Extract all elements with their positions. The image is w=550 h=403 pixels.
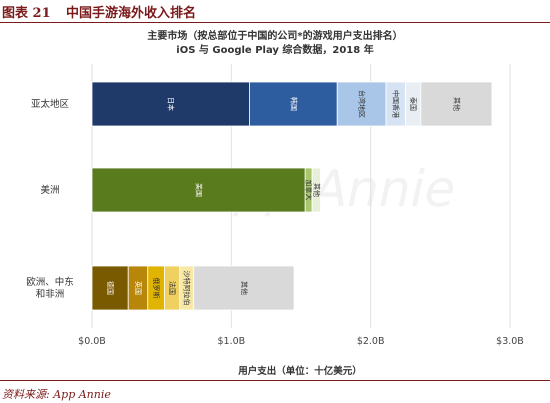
bar-segment [91, 167, 306, 213]
figure-header: 图表 21 中国手游海外收入排名 [0, 0, 550, 23]
figure-number: 图表 21 [2, 6, 51, 21]
x-tick-label: $2.0B [357, 336, 385, 347]
bar-segment [249, 81, 338, 127]
x-tick-label: $0.0B [78, 336, 106, 347]
segment-label: 其他 [312, 183, 321, 197]
bar-segment [336, 81, 387, 127]
figure-title: 中国手游海外收入排名 [66, 6, 197, 21]
chart-title: 主要市场（按总部位于中国的公司*的游戏用户支出排名） [147, 31, 403, 42]
category-label: 亚太地区 [31, 98, 70, 110]
bar-segment [193, 265, 295, 311]
segment-label: 英国 [134, 281, 143, 295]
segment-label: 台湾地区 [358, 90, 367, 118]
segment-label: 韩国 [289, 97, 298, 111]
segment-label: 泰国 [409, 97, 418, 111]
segment-label: 法国 [168, 281, 177, 295]
x-axis-label: 用户支出（单位：十亿美元） [237, 365, 362, 377]
bar-segment [420, 81, 493, 127]
x-tick-label: $1.0B [217, 336, 245, 347]
x-tick-label: $3.0B [496, 336, 524, 347]
category-label: 美洲 [40, 184, 59, 196]
segment-label: 其他 [240, 281, 249, 295]
bar-segment [91, 81, 250, 127]
source-divider [0, 380, 550, 381]
segment-label: 俄罗斯 [152, 278, 161, 299]
segment-label: 加拿大 [305, 180, 314, 201]
segment-label: 中国香港 [392, 90, 401, 118]
category-label: 欧洲、中东 [26, 276, 74, 288]
segment-label: 沙特阿拉伯 [183, 271, 192, 306]
source-note: 资料来源: App Annie [2, 388, 111, 401]
segment-label: 美国 [195, 183, 204, 197]
segment-label: 德国 [106, 281, 115, 295]
bar-segment [91, 265, 129, 311]
segment-label: 日本 [167, 97, 176, 111]
segment-label: 其他 [452, 97, 461, 111]
category-label: 和非洲 [36, 288, 65, 300]
bar-segment [311, 167, 321, 213]
chart-subtitle: iOS 与 Google Play 综合数据，2018 年 [176, 45, 374, 56]
